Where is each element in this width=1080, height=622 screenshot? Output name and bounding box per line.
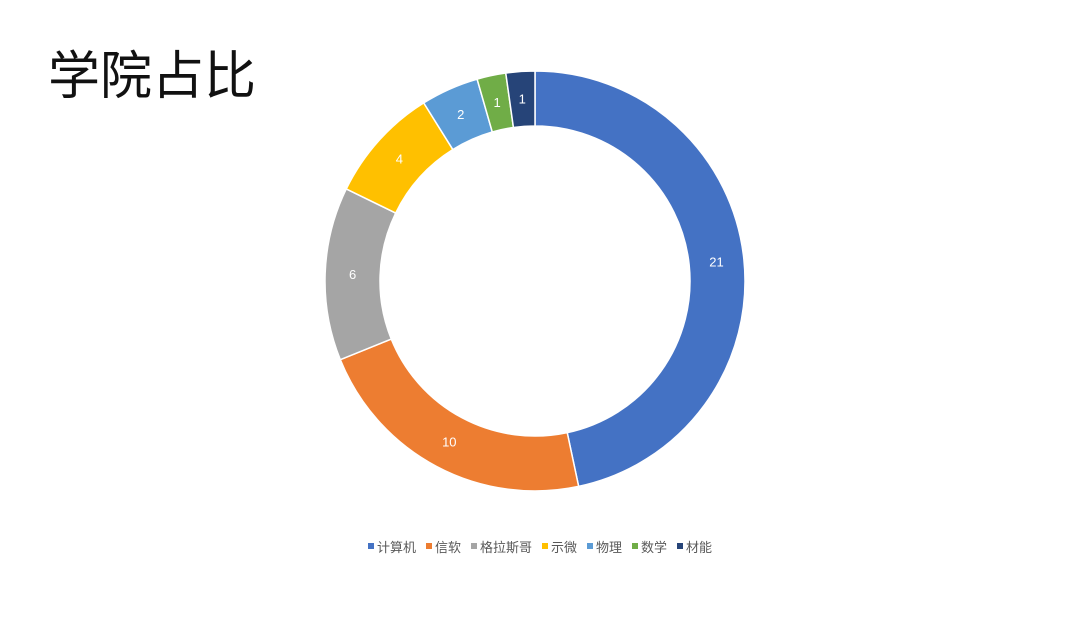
legend-item: 格拉斯哥 (470, 537, 532, 556)
slice-data-label: 6 (349, 267, 356, 282)
legend-item: 信软 (425, 537, 461, 556)
slice-data-label: 2 (457, 107, 464, 122)
chart-title: 学院占比 (48, 47, 257, 107)
slice-data-label: 1 (493, 95, 500, 110)
slice-data-label: 4 (396, 151, 403, 166)
donut-slice-2 (339, 338, 580, 492)
legend-item: 物理 (587, 537, 622, 556)
slice-data-label: 21 (709, 254, 723, 269)
legend-item: 材能 (677, 537, 712, 556)
legend-item: 示微 (541, 537, 577, 556)
legend-swatch (587, 543, 593, 549)
donut-slice-7 (504, 70, 536, 129)
donut-slice-1 (534, 70, 746, 488)
legend-label: 材能 (686, 540, 713, 556)
legend-label: 格拉斯哥 (479, 540, 532, 556)
legend-swatch (632, 543, 639, 549)
legend-swatch (367, 543, 374, 549)
chart-legend: 计算机 信软 格拉斯哥 示微 物理 数学 材能 (0, 536, 1080, 556)
legend-label: 物理 (596, 540, 623, 556)
legend-swatch (470, 543, 477, 549)
legend-item: 数学 (632, 537, 667, 556)
legend-label: 信软 (434, 540, 461, 556)
legend-swatch (425, 543, 432, 549)
slice-data-label: 10 (442, 435, 456, 450)
legend-label: 数学 (641, 540, 668, 556)
legend-label: 计算机 (376, 540, 416, 556)
donut-slice-3 (324, 187, 397, 361)
legend-item: 计算机 (367, 537, 416, 556)
legend-label: 示微 (550, 540, 577, 556)
slice-data-label: 1 (519, 91, 526, 106)
legend-swatch (541, 543, 548, 549)
legend-swatch (677, 543, 684, 549)
